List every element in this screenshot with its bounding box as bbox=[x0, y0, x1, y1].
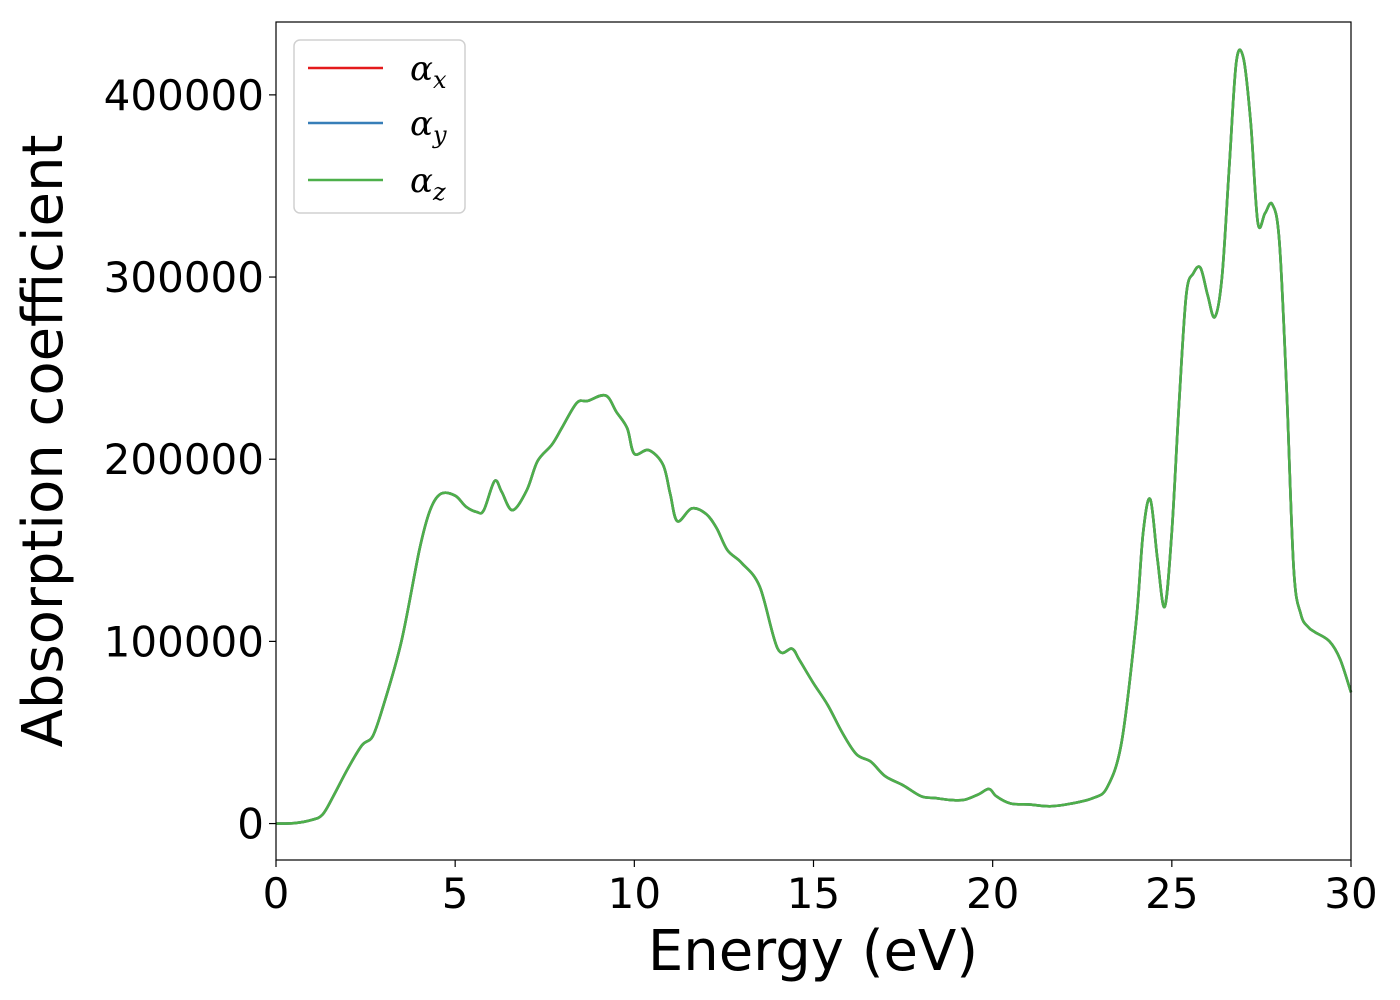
y-tick-label: 100000 bbox=[104, 617, 264, 666]
x-tick-label: 0 bbox=[263, 869, 290, 918]
y-tick-label: 300000 bbox=[104, 253, 264, 302]
series-lines bbox=[275, 48, 1353, 825]
legend: αx αy αz bbox=[293, 39, 466, 214]
axis-ticks: 0 5 10 15 20 25 30 0 100000 200000 300000 400000 bbox=[104, 71, 1378, 918]
legend-label-x: αx bbox=[410, 49, 447, 94]
series-line-alpha-z bbox=[275, 48, 1353, 825]
x-tick-label: 30 bbox=[1324, 869, 1377, 918]
plot-frame bbox=[275, 21, 1352, 861]
legend-label-y: αy bbox=[410, 104, 447, 149]
y-axis-label: Absorption coefficient bbox=[11, 135, 76, 748]
legend-box bbox=[293, 39, 466, 214]
y-tick-label: 200000 bbox=[104, 435, 264, 484]
x-axis-label: Energy (eV) bbox=[648, 919, 978, 984]
x-tick-label: 15 bbox=[787, 869, 840, 918]
y-tick-label: 0 bbox=[237, 800, 264, 849]
y-tick-label: 400000 bbox=[104, 71, 264, 120]
x-tick-label: 25 bbox=[1145, 869, 1198, 918]
legend-label-z: αz bbox=[410, 161, 446, 206]
x-tick-label: 5 bbox=[442, 869, 469, 918]
x-tick-label: 10 bbox=[608, 869, 661, 918]
x-tick-label: 20 bbox=[966, 869, 1019, 918]
